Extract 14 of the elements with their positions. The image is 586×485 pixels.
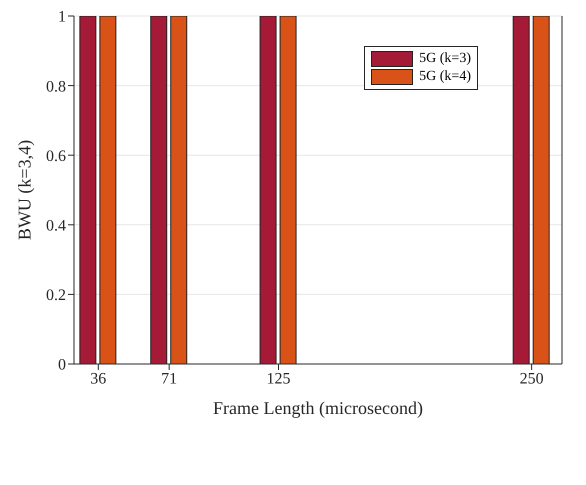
y-tick-label: 0.8	[46, 78, 66, 96]
y-tick-label: 0.2	[46, 287, 66, 304]
x-tick-label: 250	[520, 370, 544, 388]
legend-label: 5G (k=3)	[419, 51, 471, 67]
y-tick-label: 0.4	[46, 217, 66, 234]
x-axis-title: Frame Length (microsecond)	[213, 398, 423, 418]
x-tick-label: 71	[161, 370, 178, 388]
x-tick-label: 36	[90, 370, 106, 388]
legend-label: 5G (k=4)	[419, 69, 471, 85]
y-axis-title: BWU (k=3,4)	[14, 140, 34, 240]
y-tick-label: 0	[58, 356, 66, 374]
y-tick-label: 1	[58, 8, 66, 26]
y-tick-label: 0.6	[46, 148, 66, 165]
x-tick-label: 125	[266, 370, 291, 388]
